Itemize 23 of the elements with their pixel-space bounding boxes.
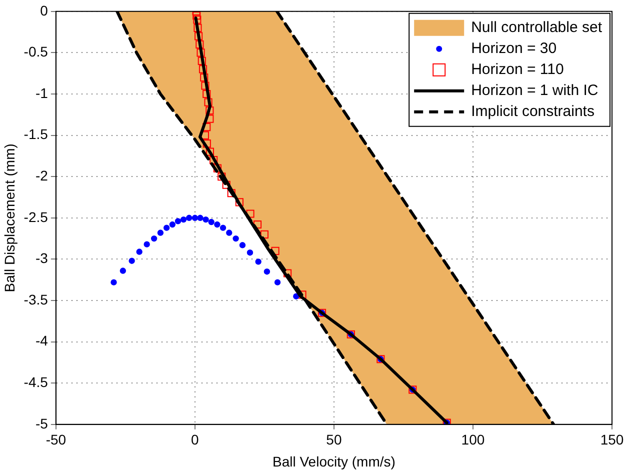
y-tick-label: -2	[35, 167, 48, 184]
legend-label: Null controllable set	[471, 19, 603, 36]
y-tick-label: -3.5	[24, 291, 48, 308]
legend-label: Horizon = 110	[471, 61, 564, 78]
legend-label: Horizon = 30	[471, 40, 557, 58]
x-tick-label: 0	[191, 432, 200, 448]
y-tick-label: -1	[35, 84, 48, 101]
y-tick-label: -4.5	[24, 374, 48, 390]
legend-label: Implicit constraints	[471, 103, 594, 120]
y-tick-label: -5	[35, 415, 48, 432]
x-tick-label: 50	[326, 432, 342, 448]
y-tick-label: 0	[40, 2, 48, 18]
x-tick-label: 100	[461, 432, 485, 448]
y-tick-label: -4	[35, 332, 48, 349]
x-axis-title: Ball Velocity (mm/s)	[272, 453, 396, 470]
x-tick-label: -50	[46, 432, 66, 448]
y-tick-label: -2.5	[24, 208, 48, 225]
y-tick-label: -3	[35, 250, 48, 266]
y-axis-title: Ball Displacement (mm)	[1, 144, 18, 292]
x-tick-label: 150	[600, 432, 624, 448]
legend-label: Horizon = 1 with IC	[471, 82, 598, 100]
y-tick-label: -1.5	[24, 126, 48, 142]
y-tick-label: -0.5	[24, 44, 48, 60]
